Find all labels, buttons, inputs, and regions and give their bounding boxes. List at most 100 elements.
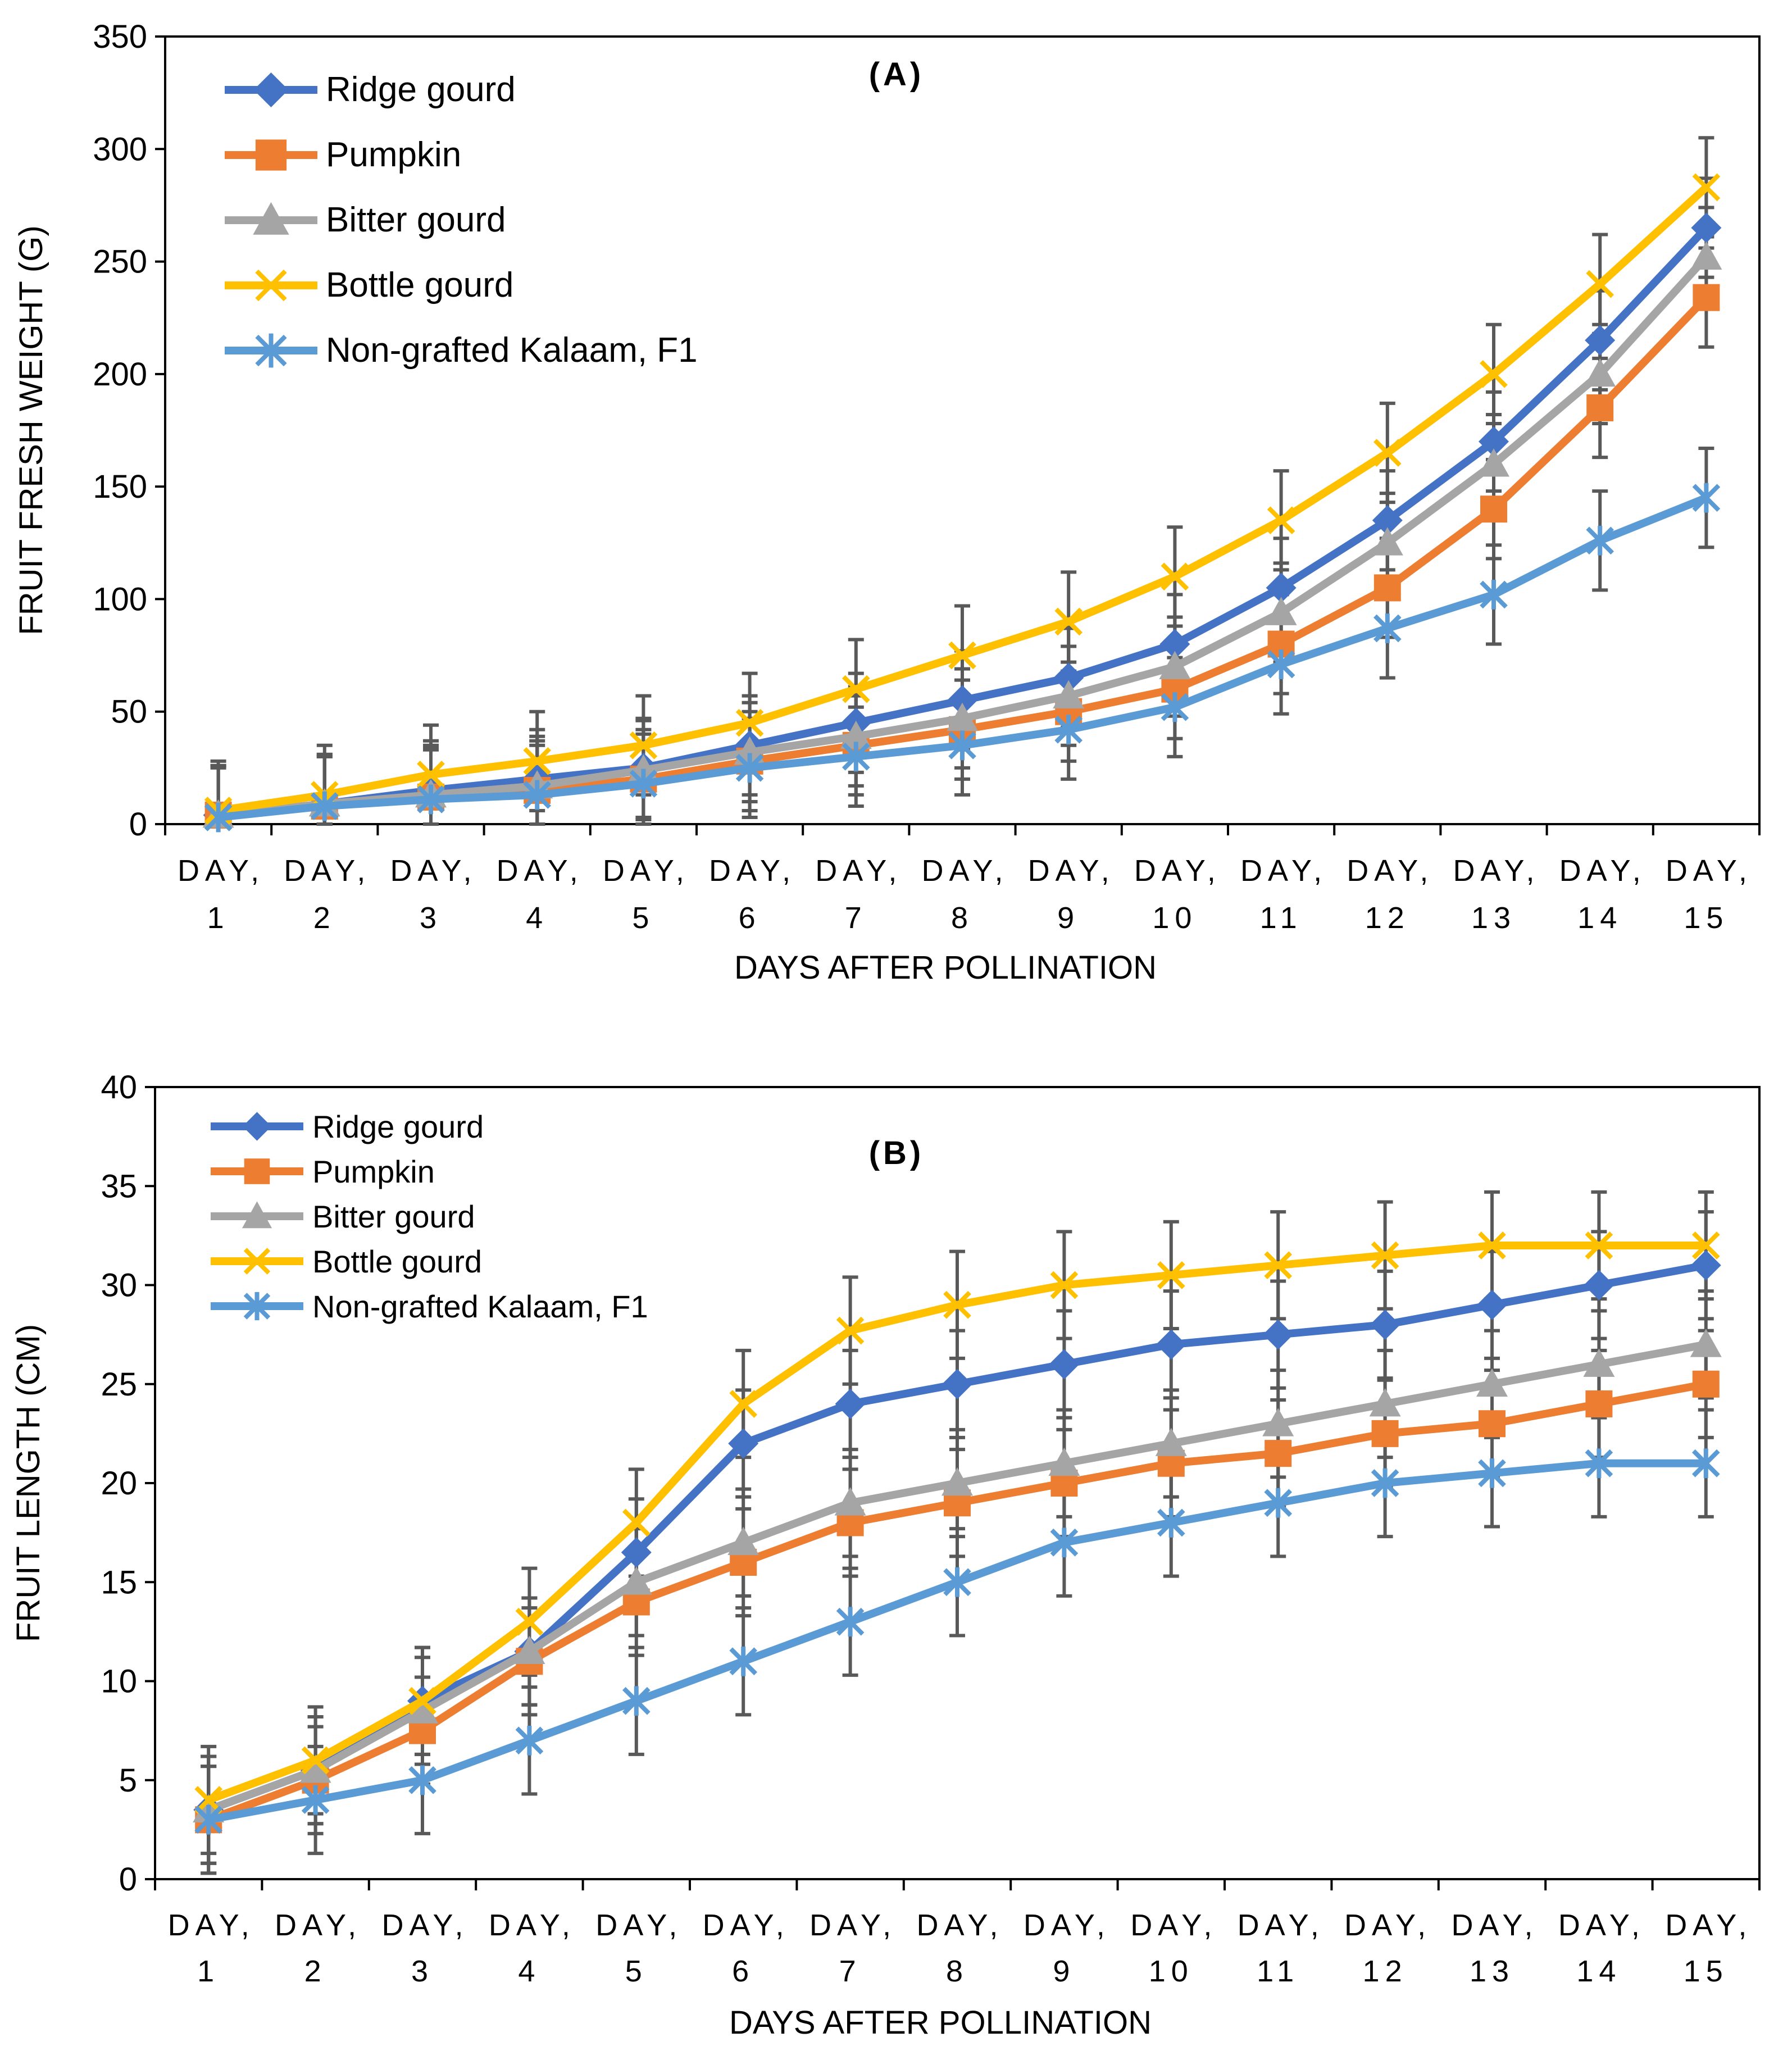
x-tick-label-line2: 15	[1684, 1954, 1729, 1988]
x-tick-label-line2: 8	[951, 901, 974, 935]
x-tick-label-line1: DAY,	[1024, 1908, 1111, 1942]
x-tick-label-line2: 5	[625, 1954, 648, 1988]
x-tick-label-line2: 9	[1057, 901, 1080, 935]
x-tick-label-line1: DAY,	[1665, 1908, 1752, 1942]
x-tick-label-line1: DAY,	[497, 854, 584, 888]
data-point-bottle-gourd	[417, 761, 445, 789]
data-point-non-grafted-kalaam-f1	[622, 1686, 651, 1716]
y-tick-label: 0	[129, 806, 147, 843]
data-point-pumpkin	[1693, 284, 1720, 311]
x-tick-label-line1: DAY,	[921, 854, 1008, 888]
data-point-non-grafted-kalaam-f1	[1586, 525, 1614, 556]
x-tick-label-line1: DAY,	[1238, 1908, 1325, 1942]
data-point-bitter-gourd	[1262, 1408, 1294, 1436]
data-point-bottle-gourd	[1478, 1231, 1506, 1260]
panel-label: (B)	[869, 1135, 925, 1171]
data-point-pumpkin	[1585, 1390, 1613, 1417]
legend-marker-bottle-gourd	[243, 1248, 271, 1275]
data-point-ridge-gourd	[1049, 1349, 1080, 1380]
legend-marker-pumpkin	[255, 139, 287, 171]
x-tick-label-line1: DAY,	[178, 854, 265, 888]
data-point-bottle-gourd	[1480, 360, 1508, 388]
x-tick-label-line2: 15	[1684, 901, 1729, 935]
legend-label-ridge-gourd: Ridge gourd	[326, 70, 516, 109]
data-point-bottle-gourd	[1692, 173, 1721, 202]
data-point-non-grafted-kalaam-f1	[1161, 692, 1189, 722]
x-tick-label-line1: DAY,	[1666, 854, 1753, 888]
x-tick-label-line1: DAY,	[1344, 1908, 1431, 1942]
legend-marker-bitter-gourd	[253, 202, 289, 235]
data-point-ridge-gourd	[1263, 1319, 1294, 1350]
data-point-ridge-gourd	[942, 1369, 972, 1399]
x-tick-label-line2: 8	[946, 1954, 968, 1988]
legend-label-bottle-gourd: Bottle gourd	[326, 266, 513, 304]
data-point-bitter-gourd	[1690, 1329, 1722, 1357]
y-tick-label: 30	[101, 1267, 137, 1304]
x-tick-label-line2: 12	[1365, 901, 1410, 935]
x-tick-label-line2: 2	[313, 901, 336, 935]
data-point-non-grafted-kalaam-f1	[1050, 1527, 1079, 1558]
data-point-bitter-gourd	[840, 720, 872, 749]
data-point-bottle-gourd	[1054, 607, 1083, 636]
data-point-bottle-gourd	[515, 1607, 544, 1636]
data-point-non-grafted-kalaam-f1	[523, 780, 552, 810]
panel-b-chart: 0 5 10 15 20 25 30 35 40 DAY, 1 DAY, 2 DAY, 3 DAY, 4 DAY,…	[10, 1069, 1761, 2041]
data-point-bitter-gourd	[1159, 651, 1191, 679]
data-point-pumpkin	[1371, 1420, 1399, 1447]
data-point-bottle-gourd	[729, 1390, 758, 1418]
data-point-non-grafted-kalaam-f1	[629, 769, 658, 799]
data-point-bitter-gourd	[513, 1635, 545, 1665]
legend-marker-non-grafted-kalaam-f1	[255, 333, 287, 368]
data-point-ridge-gourd	[1479, 426, 1509, 457]
legend-label-non-grafted-kalaam-f1: Non-grafted Kalaam, F1	[326, 331, 698, 370]
data-point-non-grafted-kalaam-f1	[515, 1725, 544, 1756]
x-tick-label-line2: 13	[1470, 1954, 1514, 1988]
legend-label-pumpkin: Pumpkin	[326, 135, 461, 174]
legend-label-bitter-gourd: Bitter gourd	[312, 1199, 475, 1234]
data-point-non-grafted-kalaam-f1	[1373, 613, 1402, 643]
data-point-pumpkin	[1586, 394, 1614, 421]
data-point-bitter-gourd	[1053, 680, 1085, 709]
data-point-bottle-gourd	[523, 747, 552, 775]
data-point-bitter-gourd	[1265, 597, 1297, 625]
x-tick-label-line2: 11	[1257, 1954, 1299, 1988]
x-tick-label-line1: DAY,	[603, 854, 690, 888]
x-tick-label-line1: DAY,	[489, 1908, 576, 1942]
data-point-non-grafted-kalaam-f1	[1267, 649, 1295, 679]
data-point-non-grafted-kalaam-f1	[735, 753, 764, 783]
data-point-pumpkin	[1373, 574, 1401, 602]
y-tick-label: 0	[119, 1861, 137, 1898]
data-point-bitter-gourd	[1371, 527, 1403, 556]
data-point-bitter-gourd	[1155, 1427, 1187, 1456]
data-point-bottle-gourd	[1267, 506, 1295, 535]
x-tick-label-line1: DAY,	[709, 854, 796, 888]
data-point-bitter-gourd	[407, 1695, 438, 1724]
data-point-bitter-gourd	[1048, 1447, 1080, 1476]
x-tick-label-line2: 9	[1053, 1954, 1075, 1988]
x-tick-label-line2: 12	[1363, 1954, 1408, 1988]
y-axis-title: FRUIT LENGTH (CM)	[10, 1324, 47, 1642]
data-point-non-grafted-kalaam-f1	[1264, 1488, 1293, 1518]
data-point-ridge-gourd	[947, 685, 977, 716]
x-tick-label-line1: DAY,	[381, 1908, 469, 1942]
x-tick-label-line1: DAY,	[1451, 1908, 1538, 1942]
data-point-ridge-gourd	[1584, 1270, 1614, 1301]
data-point-non-grafted-kalaam-f1	[948, 730, 976, 761]
x-tick-label-line1: DAY,	[1130, 1908, 1217, 1942]
x-tick-label-line2: 14	[1577, 901, 1622, 935]
y-tick-label: 200	[93, 356, 147, 393]
panel-a-chart: 0 50 100 150 200 250 300 350 DAY, 1 DAY, 2 DAY, 3 DAY,…	[13, 19, 1761, 986]
data-point-ridge-gourd	[1691, 212, 1722, 243]
x-tick-label-line1: DAY,	[1347, 854, 1434, 888]
data-point-bitter-gourd	[299, 1754, 331, 1783]
legend-marker-ridge-gourd	[242, 1112, 272, 1141]
data-point-non-grafted-kalaam-f1	[842, 742, 870, 772]
x-tick-label-line1: DAY,	[703, 1908, 790, 1942]
legend-marker-bottle-gourd	[255, 269, 287, 302]
data-point-ridge-gourd	[1156, 1329, 1186, 1360]
x-tick-label-line2: 7	[845, 901, 867, 935]
x-axis-title: DAYS AFTER POLLINATION	[734, 949, 1157, 986]
legend-label-bitter-gourd: Bitter gourd	[326, 201, 506, 239]
x-tick-label-line1: DAY,	[1453, 854, 1540, 888]
